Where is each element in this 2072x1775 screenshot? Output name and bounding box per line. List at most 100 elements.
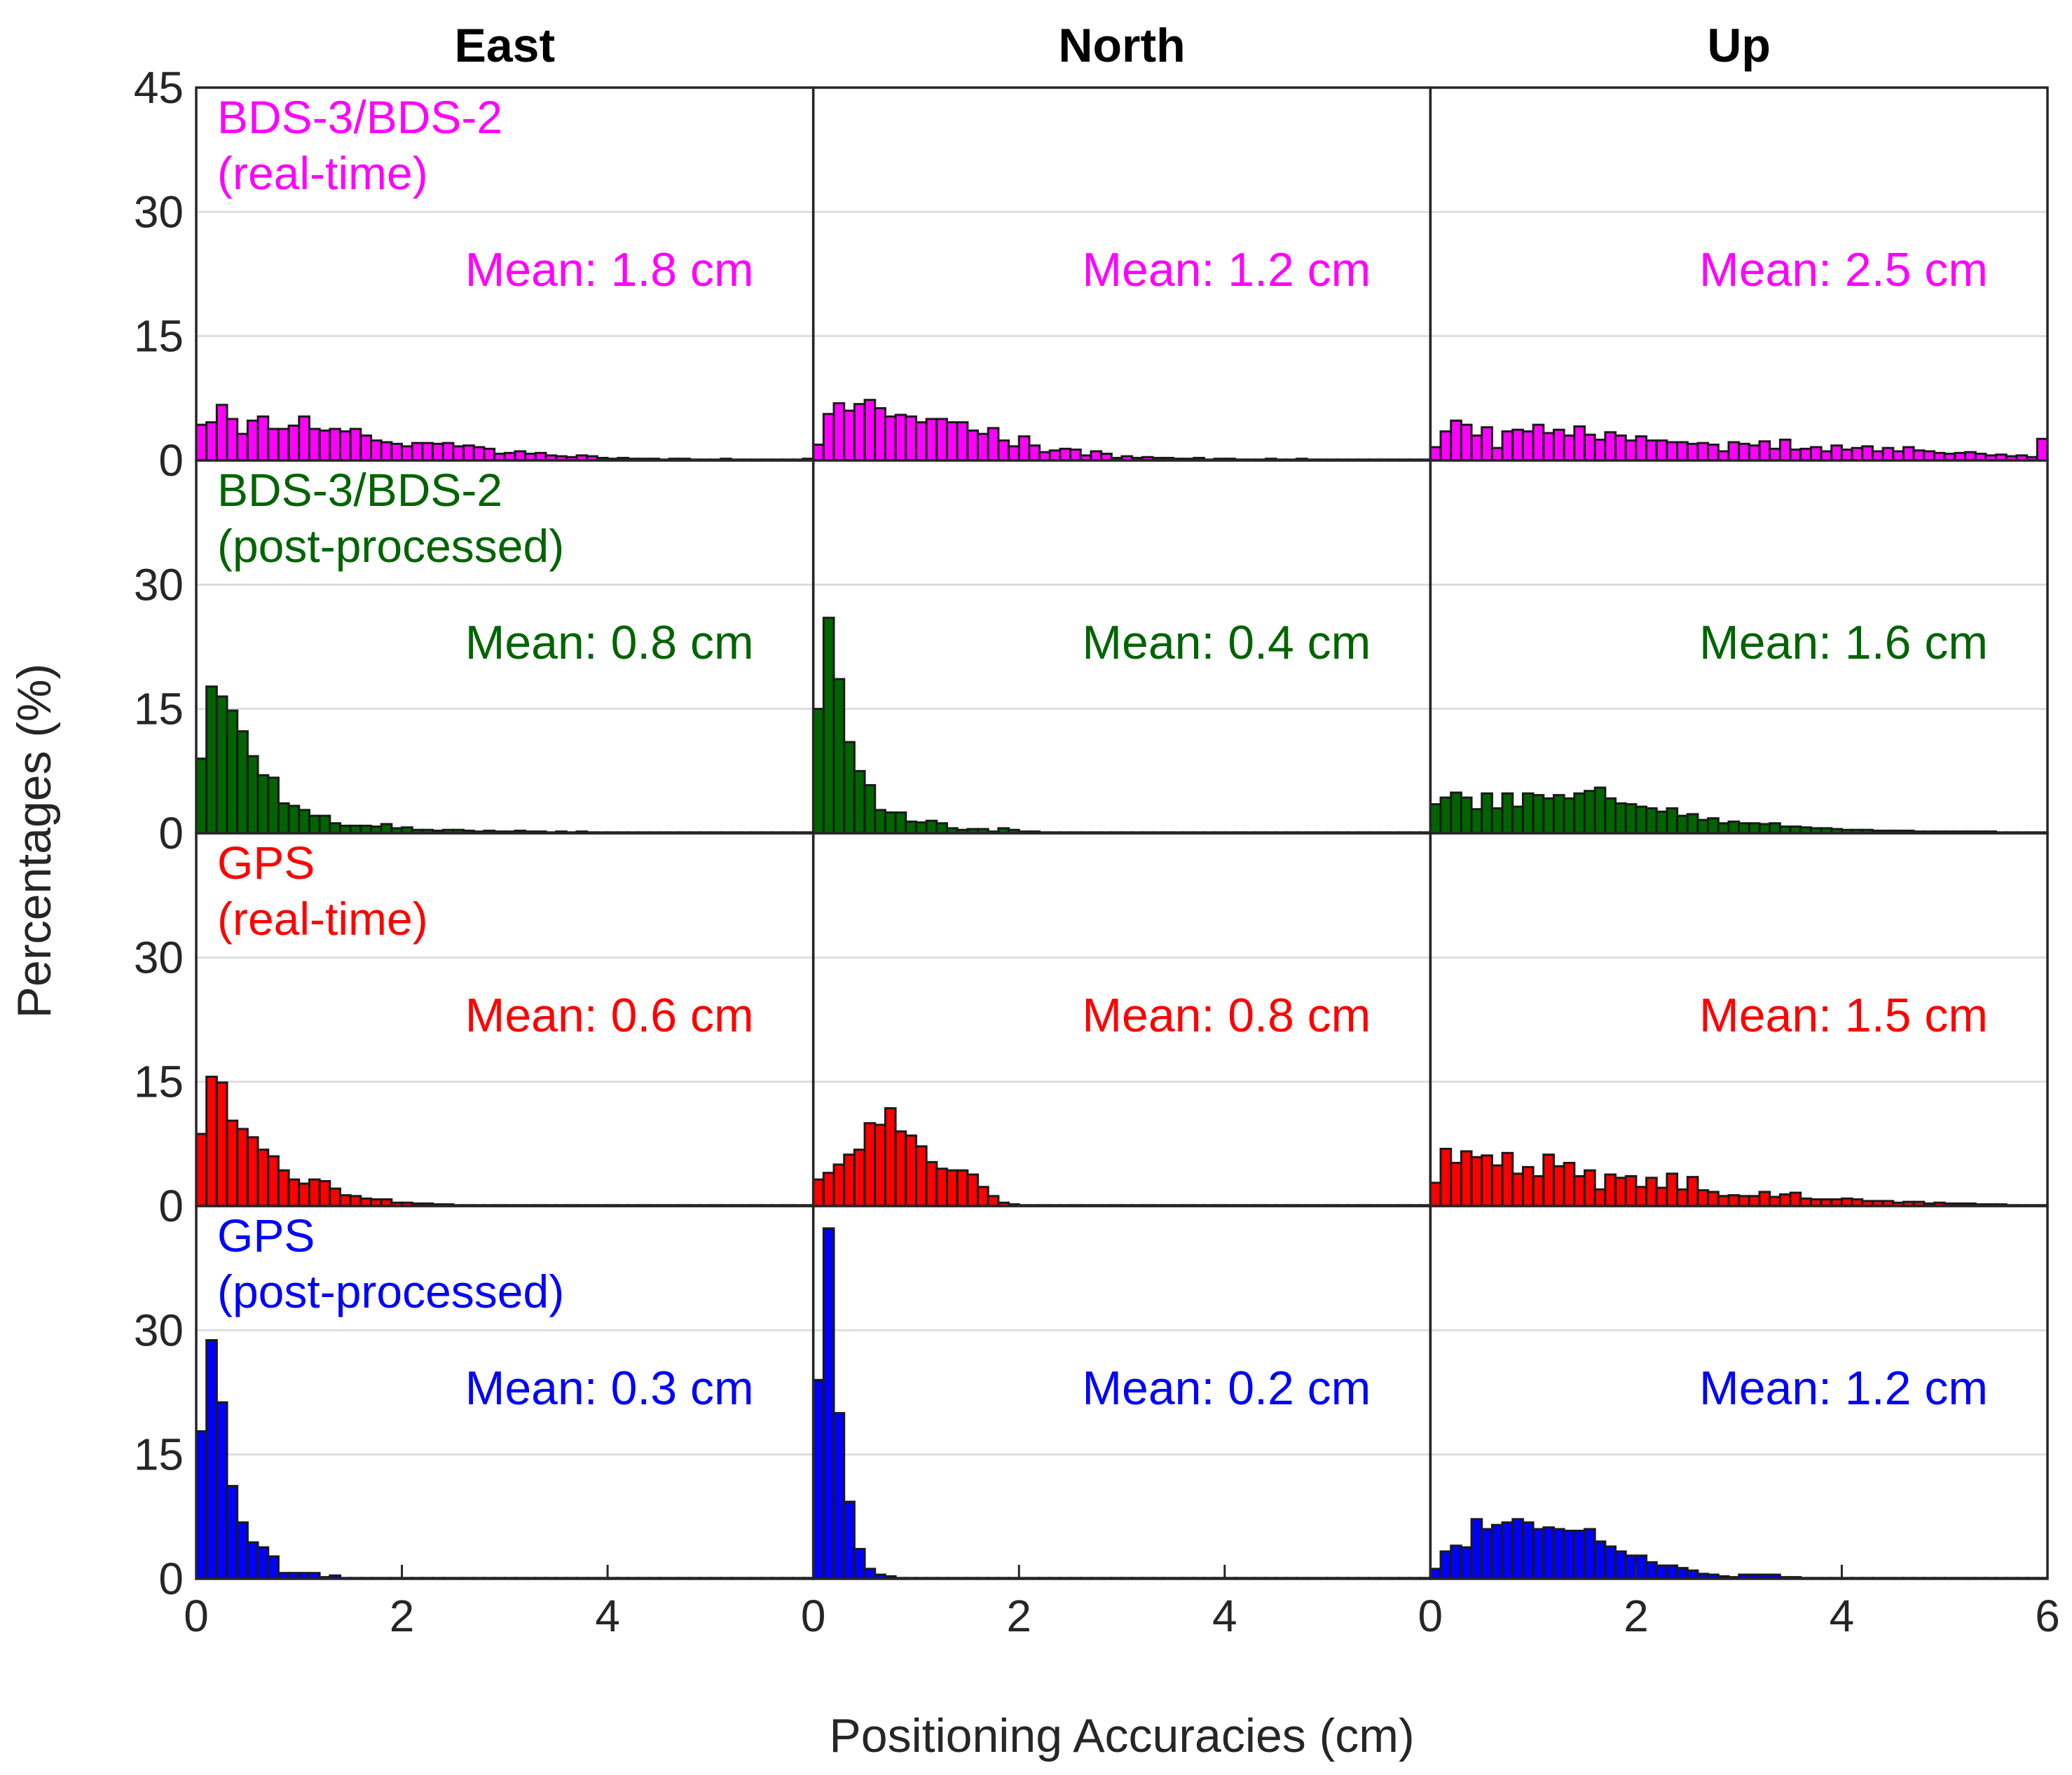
histogram-bar bbox=[1552, 428, 1565, 462]
histogram-bar bbox=[1655, 810, 1668, 835]
histogram-bar bbox=[822, 1227, 835, 1580]
x-tick-label: 2 bbox=[1006, 1591, 1031, 1641]
histogram-bar bbox=[812, 1378, 825, 1580]
histogram-bar bbox=[236, 432, 249, 462]
histogram-bar bbox=[1696, 441, 1710, 462]
histogram-bar bbox=[1008, 445, 1020, 462]
histogram-bar bbox=[1707, 817, 1720, 835]
histogram-bar bbox=[1727, 441, 1741, 462]
histogram-bar bbox=[1450, 419, 1462, 462]
histogram-bar bbox=[832, 678, 846, 835]
series-label-line1: BDS-3/BDS-2 bbox=[217, 91, 502, 143]
series-label-line2: (real-time) bbox=[217, 147, 428, 199]
histogram-bar bbox=[1511, 805, 1524, 835]
y-tick-label: 45 bbox=[134, 62, 184, 113]
histogram-bar bbox=[1532, 423, 1545, 462]
histogram-bar bbox=[1738, 822, 1750, 835]
histogram-bar bbox=[1686, 1176, 1699, 1207]
histogram-bar bbox=[1563, 434, 1576, 462]
y-tick-label: 30 bbox=[134, 1305, 184, 1355]
histogram-bar bbox=[1573, 792, 1586, 835]
histogram-bar bbox=[874, 1123, 886, 1207]
x-tick-label: 2 bbox=[1624, 1591, 1649, 1641]
mean-label: Mean: 1.2 cm bbox=[1699, 1362, 1988, 1415]
histogram-bar bbox=[1809, 446, 1823, 462]
histogram-bar bbox=[462, 444, 475, 462]
column-title: North bbox=[1058, 19, 1185, 72]
histogram-bar bbox=[256, 415, 270, 462]
histogram-bar bbox=[1038, 451, 1051, 462]
histogram-bar bbox=[1090, 450, 1103, 462]
histogram-bar bbox=[1017, 435, 1031, 462]
histogram-bar bbox=[1799, 447, 1812, 462]
histogram-bar bbox=[329, 1187, 341, 1207]
histogram-bar bbox=[1563, 1162, 1576, 1207]
histogram-bar bbox=[483, 447, 496, 462]
histogram-bar bbox=[1748, 822, 1761, 835]
histogram-bar bbox=[1717, 1195, 1730, 1207]
histogram-bar bbox=[1552, 1528, 1565, 1580]
histogram-bar bbox=[1645, 1177, 1658, 1207]
histogram-bar bbox=[925, 418, 938, 462]
histogram-bar bbox=[987, 427, 1000, 462]
histogram-bar bbox=[894, 413, 907, 462]
histogram-bar bbox=[246, 1541, 259, 1580]
histogram-bar bbox=[1048, 449, 1062, 462]
histogram-bar bbox=[956, 1169, 969, 1207]
histogram-bar bbox=[1501, 792, 1514, 835]
y-tick-label: 0 bbox=[158, 808, 184, 858]
histogram-bar bbox=[1490, 807, 1504, 835]
histogram-bar bbox=[1490, 1523, 1504, 1580]
histogram-bar bbox=[1593, 1188, 1607, 1207]
histogram-bar bbox=[195, 1430, 208, 1580]
histogram-bar bbox=[914, 421, 928, 462]
histogram-bar bbox=[1666, 441, 1679, 462]
histogram-bar bbox=[277, 427, 290, 462]
histogram-bar bbox=[1584, 1169, 1596, 1207]
histogram-bar bbox=[1645, 807, 1658, 835]
histogram-bar bbox=[863, 399, 877, 462]
histogram-bar bbox=[338, 430, 352, 462]
series-label-line2: (real-time) bbox=[217, 893, 428, 945]
series-label-line1: GPS bbox=[217, 1209, 315, 1261]
histogram-bar bbox=[236, 1128, 249, 1207]
histogram-bar bbox=[472, 446, 486, 462]
histogram-bar bbox=[318, 814, 331, 835]
histogram-bar bbox=[1542, 1153, 1555, 1207]
histogram-bar bbox=[1593, 438, 1607, 462]
histogram-bar bbox=[1676, 1567, 1689, 1580]
histogram-bar bbox=[1666, 1172, 1679, 1207]
histogram-bar bbox=[215, 695, 228, 835]
histogram-bar bbox=[1563, 797, 1576, 835]
histogram-bar bbox=[1460, 423, 1473, 462]
histogram-bar bbox=[1840, 448, 1853, 462]
histogram-bar bbox=[1696, 1189, 1710, 1207]
histogram-bar bbox=[1573, 425, 1586, 462]
histogram-bar bbox=[1635, 1554, 1648, 1580]
histogram-bar bbox=[945, 421, 959, 462]
histogram-bar bbox=[1470, 1156, 1483, 1207]
mean-label: Mean: 1.6 cm bbox=[1699, 616, 1988, 669]
histogram-bar bbox=[1902, 446, 1915, 462]
y-tick-label: 15 bbox=[134, 1430, 184, 1480]
histogram-bar bbox=[1429, 1568, 1442, 1580]
histogram-bar bbox=[256, 1149, 270, 1207]
histogram-bar bbox=[1707, 1191, 1720, 1207]
axis-ticks bbox=[195, 1565, 2049, 1579]
histogram-bar bbox=[1717, 822, 1730, 835]
histogram-bar bbox=[1778, 438, 1792, 462]
series-label-line2: (post-processed) bbox=[217, 1266, 564, 1317]
histogram-bar bbox=[370, 439, 383, 462]
mean-label: Mean: 1.5 cm bbox=[1699, 989, 1988, 1042]
histogram-bar bbox=[1789, 448, 1802, 462]
histogram-bar bbox=[874, 407, 886, 462]
histogram-bar bbox=[812, 444, 825, 462]
series-label-line2: (post-processed) bbox=[217, 520, 564, 572]
histogram-bar bbox=[1573, 1529, 1586, 1580]
histogram-bar bbox=[1604, 431, 1617, 462]
histogram-bar bbox=[1666, 1564, 1679, 1580]
histogram-bar bbox=[236, 730, 249, 835]
mean-label: Mean: 0.6 cm bbox=[465, 989, 754, 1042]
histogram-bar bbox=[318, 429, 331, 462]
y-tick-label: 0 bbox=[158, 435, 184, 486]
